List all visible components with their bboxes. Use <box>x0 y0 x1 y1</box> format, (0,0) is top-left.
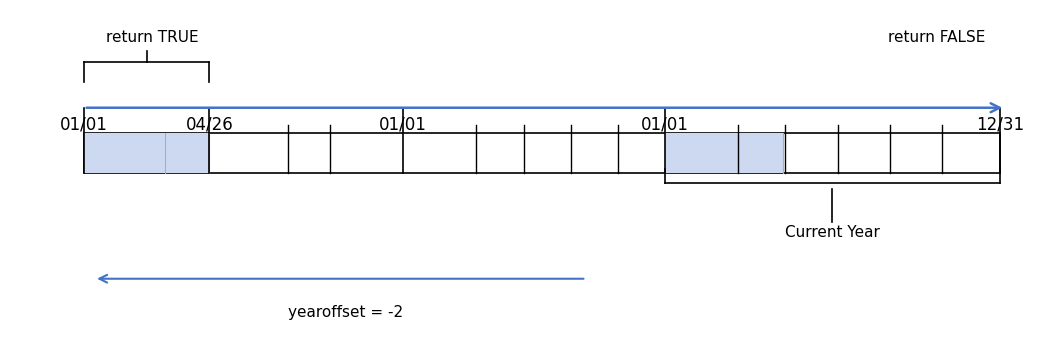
Text: return TRUE: return TRUE <box>106 30 198 45</box>
Text: 01/01: 01/01 <box>379 116 427 134</box>
Bar <box>738 133 783 173</box>
Bar <box>84 133 1000 173</box>
Text: Current Year: Current Year <box>785 225 879 240</box>
Bar <box>165 133 209 173</box>
Bar <box>665 133 738 173</box>
Text: yearoffset = -2: yearoffset = -2 <box>288 305 403 320</box>
Text: 01/01: 01/01 <box>60 116 108 134</box>
Bar <box>84 133 165 173</box>
Text: 04/26: 04/26 <box>185 116 233 134</box>
Text: 01/01: 01/01 <box>641 116 689 134</box>
Text: return FALSE: return FALSE <box>888 30 986 45</box>
Text: 12/31: 12/31 <box>976 116 1024 134</box>
